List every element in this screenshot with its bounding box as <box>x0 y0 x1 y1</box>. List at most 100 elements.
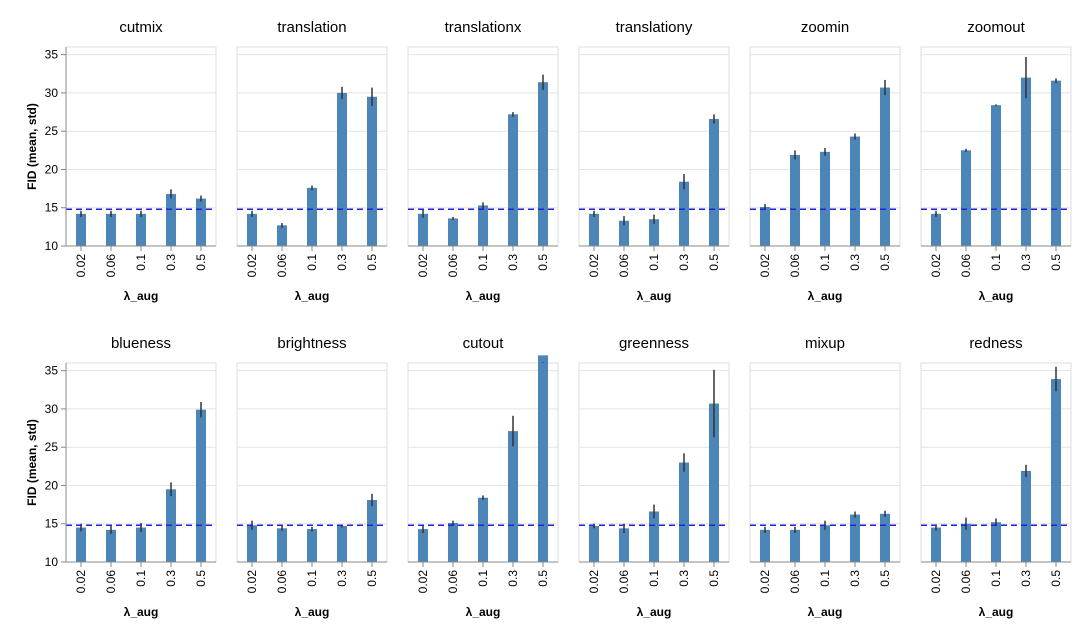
bar-0.3 <box>508 114 518 246</box>
panel-title: translationx <box>445 19 522 36</box>
x-tick-label: 0.02 <box>245 570 259 594</box>
x-tick-label: 0.5 <box>194 254 208 271</box>
bar-0.5 <box>1051 379 1061 562</box>
x-tick-label: 0.1 <box>134 254 148 271</box>
x-axis-title: λ_aug <box>466 289 501 303</box>
x-tick-label: 0.06 <box>788 254 802 278</box>
y-tick-label: 30 <box>45 86 59 100</box>
bar-0.5 <box>1051 80 1061 246</box>
x-tick-label: 0.06 <box>959 254 973 278</box>
y-tick-label: 25 <box>45 124 59 138</box>
bar-0.5 <box>367 96 377 246</box>
bar-0.5 <box>196 409 206 562</box>
bar-0.06 <box>790 529 800 562</box>
bar-0.1 <box>478 205 488 246</box>
bar-0.1 <box>820 525 830 562</box>
panel-title: cutout <box>463 335 505 352</box>
panel-cutmix: cutmix 0.02 0.06 0.1 0.3 0.5 λ_aug 10 15 20 25 30 35… <box>25 19 217 303</box>
x-axis-title: λ_aug <box>295 289 330 303</box>
bar-0.02 <box>247 213 257 246</box>
x-tick-label: 0.1 <box>305 254 319 271</box>
bar-0.3 <box>508 431 518 562</box>
y-tick-label: 30 <box>45 402 59 416</box>
y-tick-label: 10 <box>45 555 59 569</box>
bar-0.5 <box>196 198 206 246</box>
bar-0.02 <box>760 529 770 562</box>
x-tick-label: 0.3 <box>335 570 349 587</box>
panel-title: translation <box>277 19 346 36</box>
x-tick-label: 0.06 <box>959 570 973 594</box>
x-tick-label: 0.3 <box>164 254 178 271</box>
x-tick-label: 0.02 <box>416 254 430 278</box>
bar-0.02 <box>589 526 599 562</box>
x-axis-title: λ_aug <box>637 605 672 619</box>
bar-0.02 <box>76 213 86 246</box>
bar-0.02 <box>247 525 257 562</box>
bar-0.3 <box>850 514 860 562</box>
y-tick-label: 35 <box>45 364 59 378</box>
panel-brightness: brightness 0.02 0.06 0.1 0.3 0.5 λ_aug <box>236 335 388 619</box>
y-tick-label: 20 <box>45 162 59 176</box>
x-tick-label: 0.06 <box>446 570 460 594</box>
x-tick-label: 0.5 <box>707 254 721 271</box>
panel-title: redness <box>969 335 1022 352</box>
x-axis-title: λ_aug <box>979 605 1014 619</box>
x-tick-label: 0.1 <box>134 570 148 587</box>
x-tick-label: 0.3 <box>506 570 520 587</box>
bar-0.06 <box>106 529 116 562</box>
bar-0.3 <box>1021 470 1031 562</box>
bar-0.06 <box>448 522 458 562</box>
bar-0.5 <box>709 118 719 246</box>
panel-title: greenness <box>619 335 689 352</box>
x-tick-label: 0.06 <box>275 570 289 594</box>
x-tick-label: 0.02 <box>758 570 772 594</box>
x-tick-label: 0.02 <box>587 570 601 594</box>
bar-0.02 <box>418 529 428 562</box>
x-tick-label: 0.1 <box>476 570 490 587</box>
x-tick-label: 0.5 <box>365 254 379 271</box>
x-tick-label: 0.02 <box>758 254 772 278</box>
x-tick-label: 0.02 <box>74 254 88 278</box>
x-tick-label: 0.5 <box>536 570 550 587</box>
panel-blueness: blueness 0.02 0.06 0.1 0.3 0.5 λ_aug 10 15 20 25 30… <box>25 335 217 619</box>
x-tick-label: 0.3 <box>677 254 691 271</box>
x-tick-label: 0.06 <box>275 254 289 278</box>
x-axis-title: λ_aug <box>124 289 159 303</box>
bar-0.3 <box>337 526 347 562</box>
x-tick-label: 0.1 <box>647 254 661 271</box>
bar-0.1 <box>136 213 146 246</box>
bar-0.02 <box>76 527 86 562</box>
x-tick-label: 0.02 <box>245 254 259 278</box>
x-tick-label: 0.06 <box>617 570 631 594</box>
panel-title: mixup <box>805 335 845 352</box>
x-tick-label: 0.1 <box>818 570 832 587</box>
x-tick-label: 0.06 <box>617 254 631 278</box>
x-tick-label: 0.5 <box>1049 570 1063 587</box>
bar-0.5 <box>880 513 890 562</box>
bar-0.06 <box>277 225 287 246</box>
x-tick-label: 0.3 <box>1019 254 1033 271</box>
panel-zoomout: zoomout 0.02 0.06 0.1 0.3 0.5 λ_aug <box>920 19 1072 303</box>
panel-title: blueness <box>111 335 171 352</box>
bar-0.02 <box>931 527 941 562</box>
x-tick-label: 0.06 <box>104 254 118 278</box>
x-tick-label: 0.1 <box>989 254 1003 271</box>
bar-0.06 <box>961 150 971 246</box>
bar-0.5 <box>367 500 377 562</box>
x-tick-label: 0.06 <box>788 570 802 594</box>
x-axis-title: λ_aug <box>637 289 672 303</box>
x-axis-title: λ_aug <box>808 605 843 619</box>
x-tick-label: 0.02 <box>929 254 943 278</box>
y-tick-label: 25 <box>45 440 59 454</box>
bar-0.06 <box>619 220 629 246</box>
bar-0.02 <box>418 213 428 246</box>
y-tick-label: 15 <box>45 517 59 531</box>
bar-0.02 <box>760 206 770 246</box>
panel-translation: translation 0.02 0.06 0.1 0.3 0.5 λ_aug <box>236 19 388 303</box>
bar-0.1 <box>991 105 1001 247</box>
x-tick-label: 0.1 <box>647 570 661 587</box>
panel-title: zoomin <box>801 19 849 36</box>
x-tick-label: 0.06 <box>446 254 460 278</box>
x-tick-label: 0.5 <box>536 254 550 271</box>
